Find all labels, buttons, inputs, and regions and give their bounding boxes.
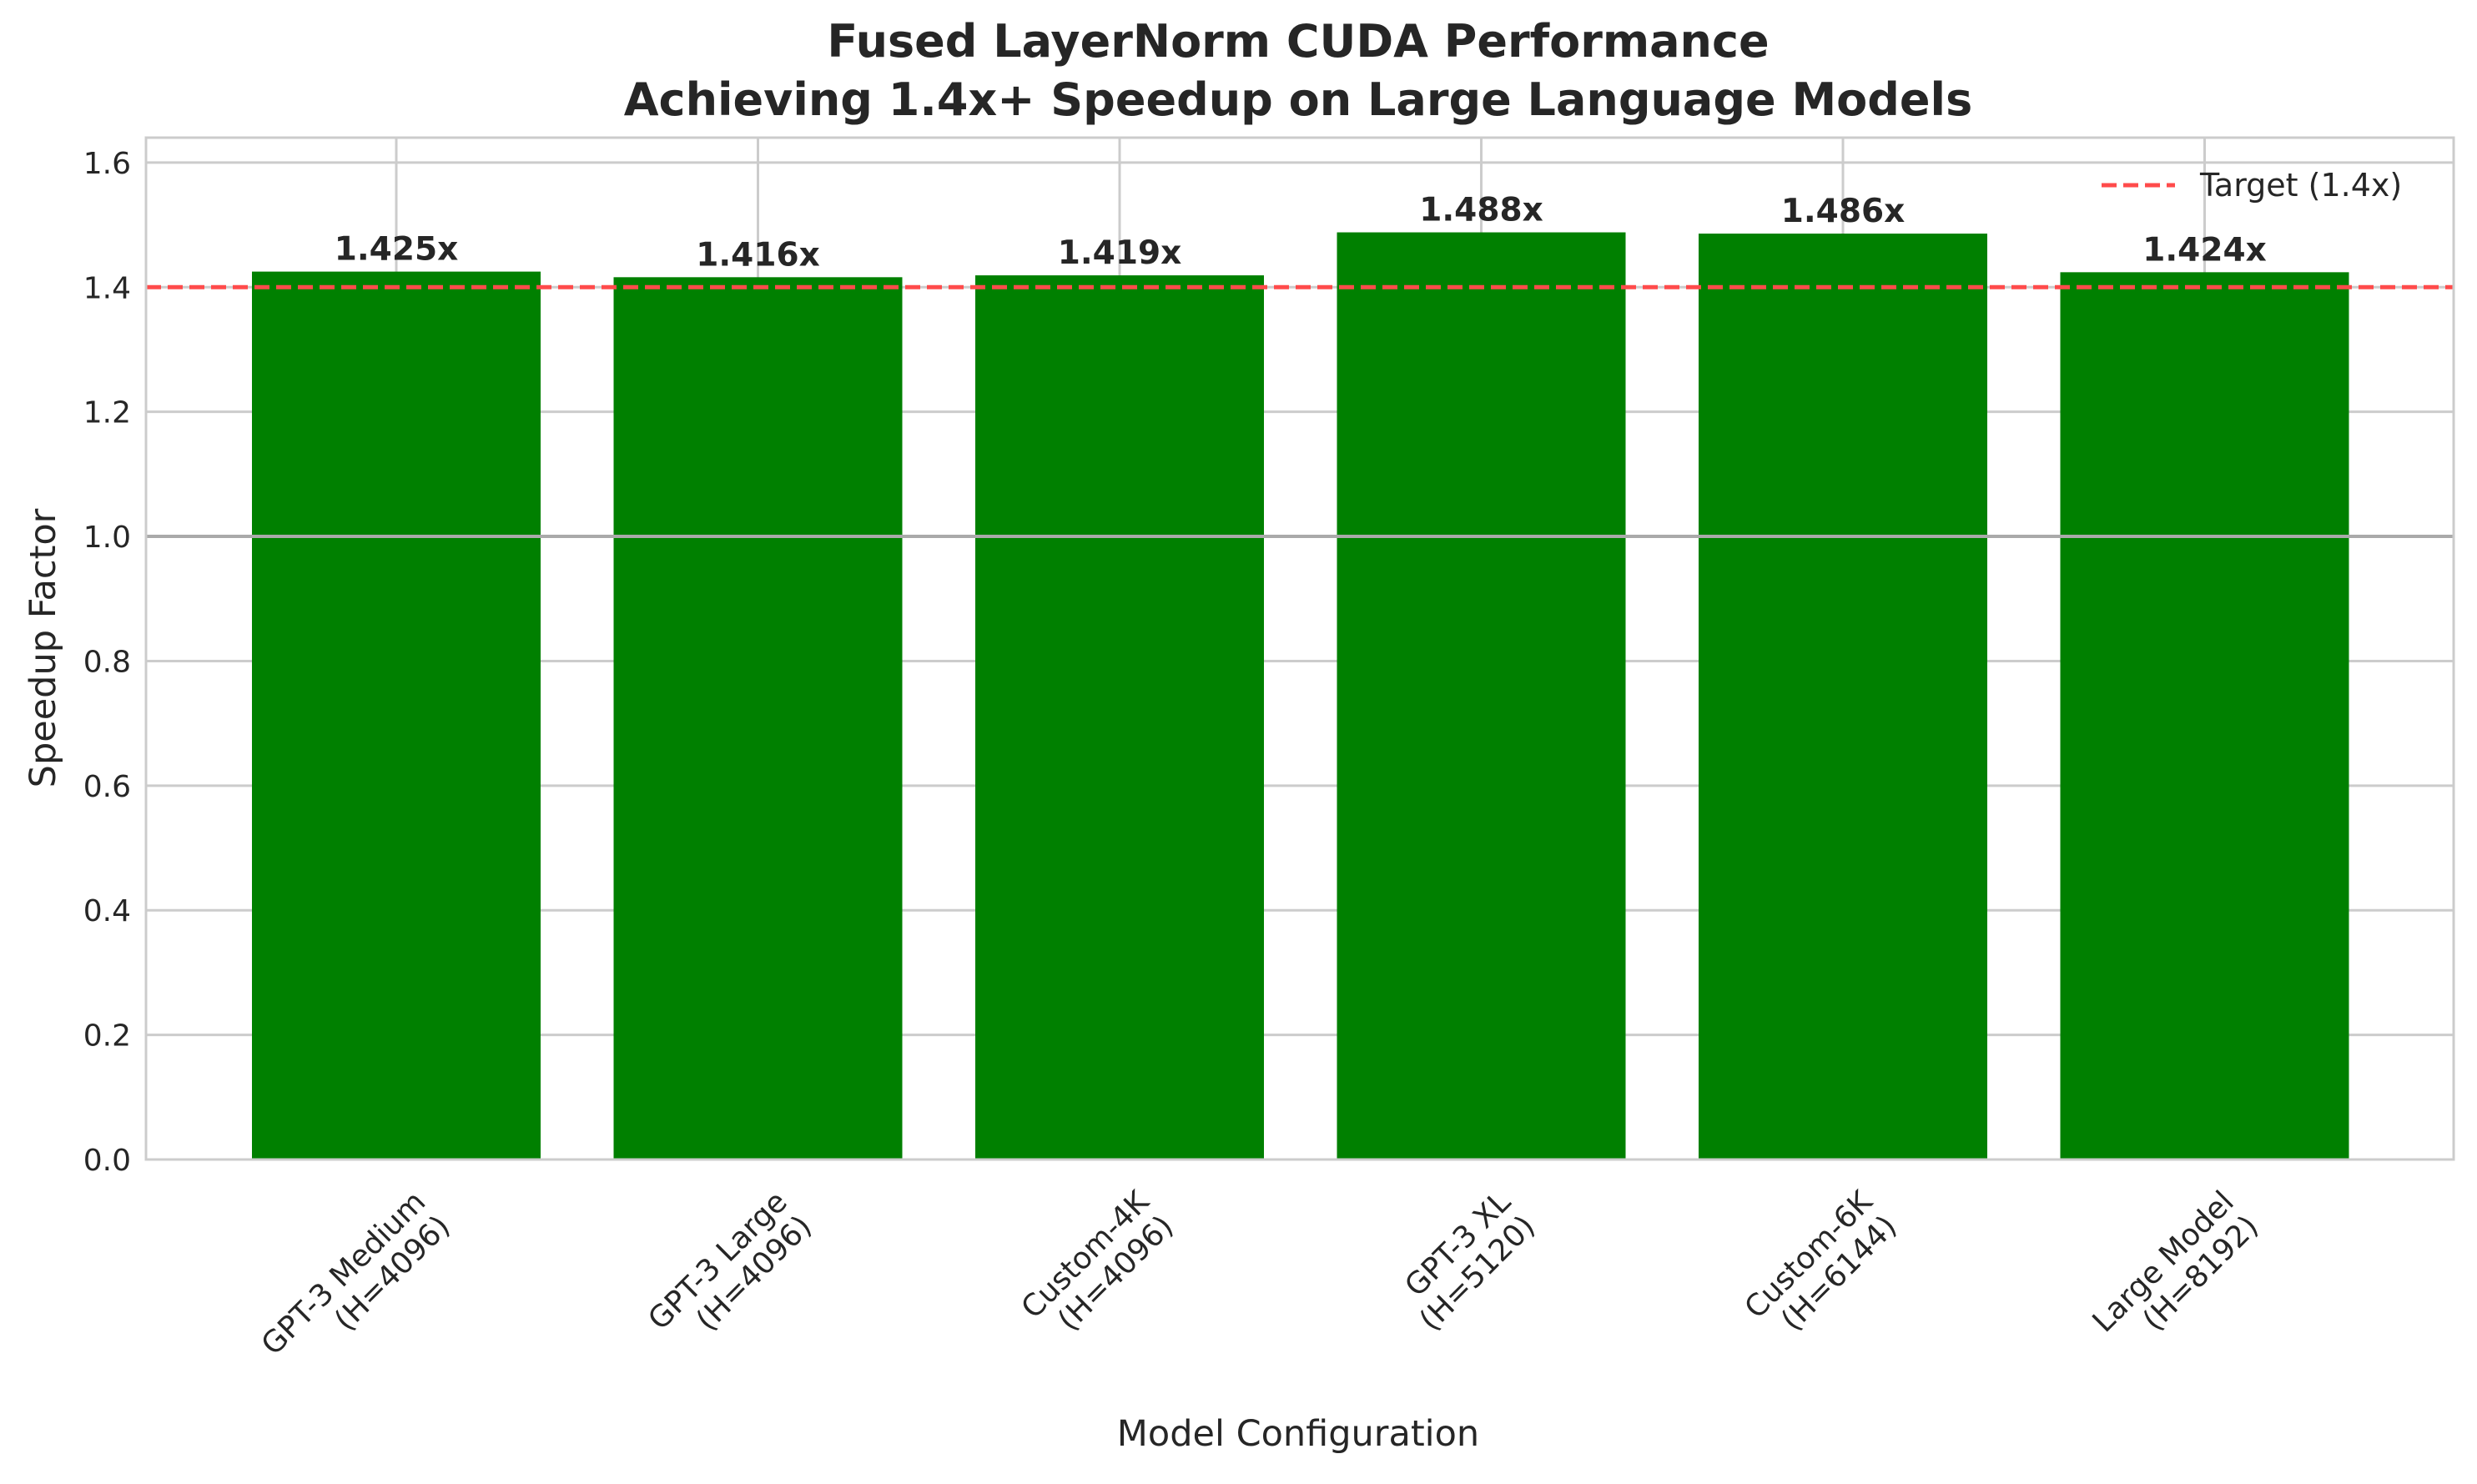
legend-target-label: Target (1.4x) bbox=[2199, 167, 2402, 204]
bar-value-label: 1.419x bbox=[1058, 234, 1182, 272]
bar-value-label: 1.425x bbox=[335, 231, 459, 269]
y-tick-label: 0.6 bbox=[83, 770, 131, 804]
plot-frame bbox=[144, 136, 2455, 1161]
y-axis-label: Speedup Factor bbox=[23, 508, 64, 787]
y-tick-label: 1.2 bbox=[83, 396, 131, 430]
reference-lines bbox=[146, 284, 2454, 539]
y-tick-label: 0.4 bbox=[83, 894, 131, 928]
chart-title: Fused LayerNorm CUDA Performance bbox=[827, 15, 1769, 68]
bar-value-label: 1.488x bbox=[1419, 192, 1543, 229]
y-tick-label: 0.8 bbox=[83, 645, 131, 679]
bar bbox=[1699, 234, 1987, 1160]
y-tick-label: 1.0 bbox=[83, 521, 131, 555]
bar bbox=[252, 271, 541, 1160]
legend: Target (1.4x) bbox=[2102, 167, 2402, 204]
x-axis-label: Model Configuration bbox=[1117, 1413, 1479, 1455]
y-tick-label: 0.0 bbox=[83, 1144, 131, 1178]
bar bbox=[613, 277, 903, 1160]
chart-subtitle: Achieving 1.4x+ Speedup on Large Languag… bbox=[624, 73, 1972, 126]
bar bbox=[1337, 232, 1626, 1160]
bar-value-label: 1.486x bbox=[1781, 193, 1906, 230]
bar-value-label: 1.416x bbox=[696, 236, 820, 274]
bar bbox=[975, 275, 1264, 1160]
bar bbox=[2060, 272, 2349, 1160]
y-axis-ticks: 0.0 0.2 0.4 0.6 0.8 1.0 1.2 1.4 1.6 bbox=[83, 147, 131, 1178]
data-labels: 1.425x 1.416x 1.419x 1.488x 1.486x 1.424x bbox=[335, 192, 2267, 274]
bars bbox=[252, 232, 2349, 1160]
y-tick-label: 0.2 bbox=[83, 1019, 131, 1054]
y-tick-label: 1.6 bbox=[83, 147, 131, 181]
y-tick-label: 1.4 bbox=[83, 271, 131, 305]
bar-value-label: 1.424x bbox=[2142, 231, 2267, 269]
